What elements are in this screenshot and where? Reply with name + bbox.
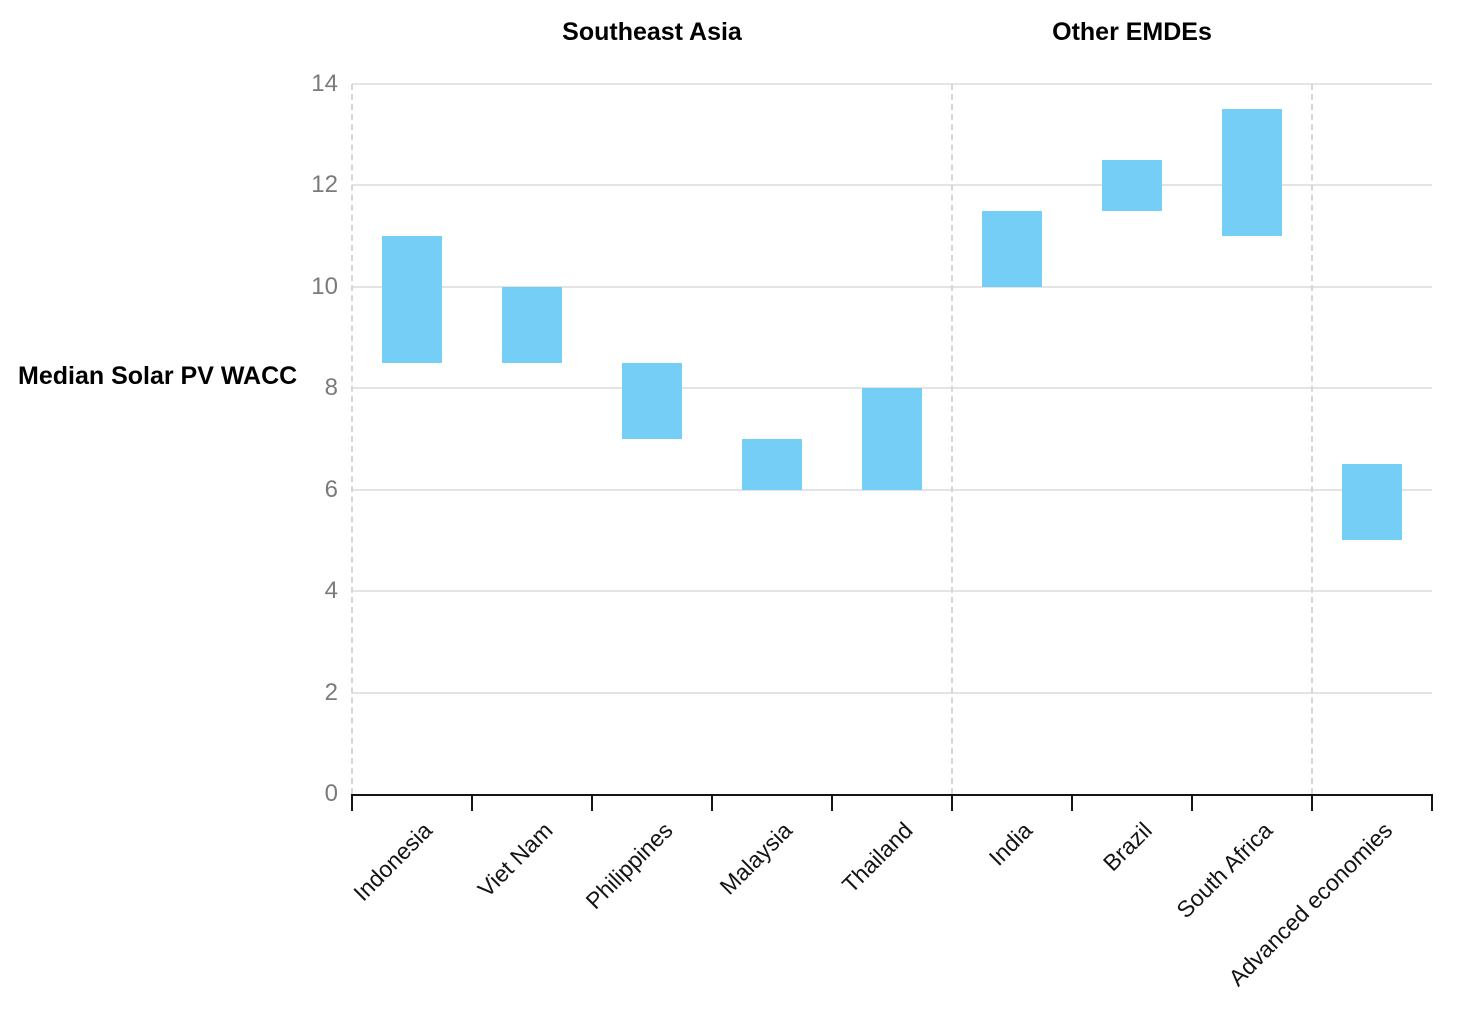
bar-advanced-economies <box>1342 464 1402 541</box>
gridline-12 <box>352 184 1432 187</box>
group-title-other-emdes: Other EMDEs <box>1052 18 1212 46</box>
x-category-label-malaysia: Malaysia <box>714 817 798 900</box>
x-category-label-brazil: Brazil <box>1098 817 1158 877</box>
x-category-label-south-africa: South Africa <box>1171 817 1278 924</box>
bar-south-africa <box>1222 109 1282 237</box>
x-tick <box>591 794 593 811</box>
gridline-14 <box>352 83 1432 85</box>
y-tick-label-14: 14 <box>311 70 338 97</box>
group-separator-line <box>951 84 953 794</box>
x-category-label-indonesia: Indonesia <box>348 817 438 906</box>
y-tick-label-2: 2 <box>324 678 338 706</box>
x-category-label-india: India <box>983 817 1038 871</box>
x-tick <box>831 794 833 811</box>
bar-indonesia <box>382 236 442 363</box>
y-tick-label-0: 0 <box>324 780 338 807</box>
bar-thailand <box>862 388 922 490</box>
x-tick <box>351 794 353 811</box>
y-tick-label-10: 10 <box>311 272 338 300</box>
x-tick <box>711 794 713 811</box>
bar-viet-nam <box>502 286 562 363</box>
x-tick <box>1071 794 1073 811</box>
gridline-6 <box>352 488 1432 491</box>
y-tick-label-4: 4 <box>324 577 338 605</box>
group-separator-line <box>1311 84 1313 794</box>
gridline-10 <box>352 285 1432 288</box>
y-tick-label-12: 12 <box>311 171 338 199</box>
y-axis-title: Median Solar PV WACC <box>18 362 298 390</box>
x-category-label-philippines: Philippines <box>580 817 678 915</box>
group-separator-line <box>351 84 353 794</box>
bar-india <box>982 210 1042 287</box>
gridline-4 <box>352 590 1432 593</box>
y-tick-label-8: 8 <box>324 374 338 402</box>
bar-philippines <box>622 362 682 439</box>
x-category-label-thailand: Thailand <box>836 817 918 898</box>
bar-malaysia <box>742 439 802 490</box>
group-title-southeast-asia: Southeast Asia <box>562 18 742 46</box>
x-tick <box>471 794 473 811</box>
x-tick <box>1311 794 1313 811</box>
bar-brazil <box>1102 160 1162 211</box>
x-tick <box>1191 794 1193 811</box>
gridline-2 <box>352 691 1432 694</box>
x-tick <box>951 794 953 811</box>
x-category-label-viet-nam: Viet Nam <box>472 817 558 902</box>
x-tick <box>1431 794 1433 811</box>
y-tick-label-6: 6 <box>324 475 338 503</box>
x-axis-line <box>351 794 1433 796</box>
